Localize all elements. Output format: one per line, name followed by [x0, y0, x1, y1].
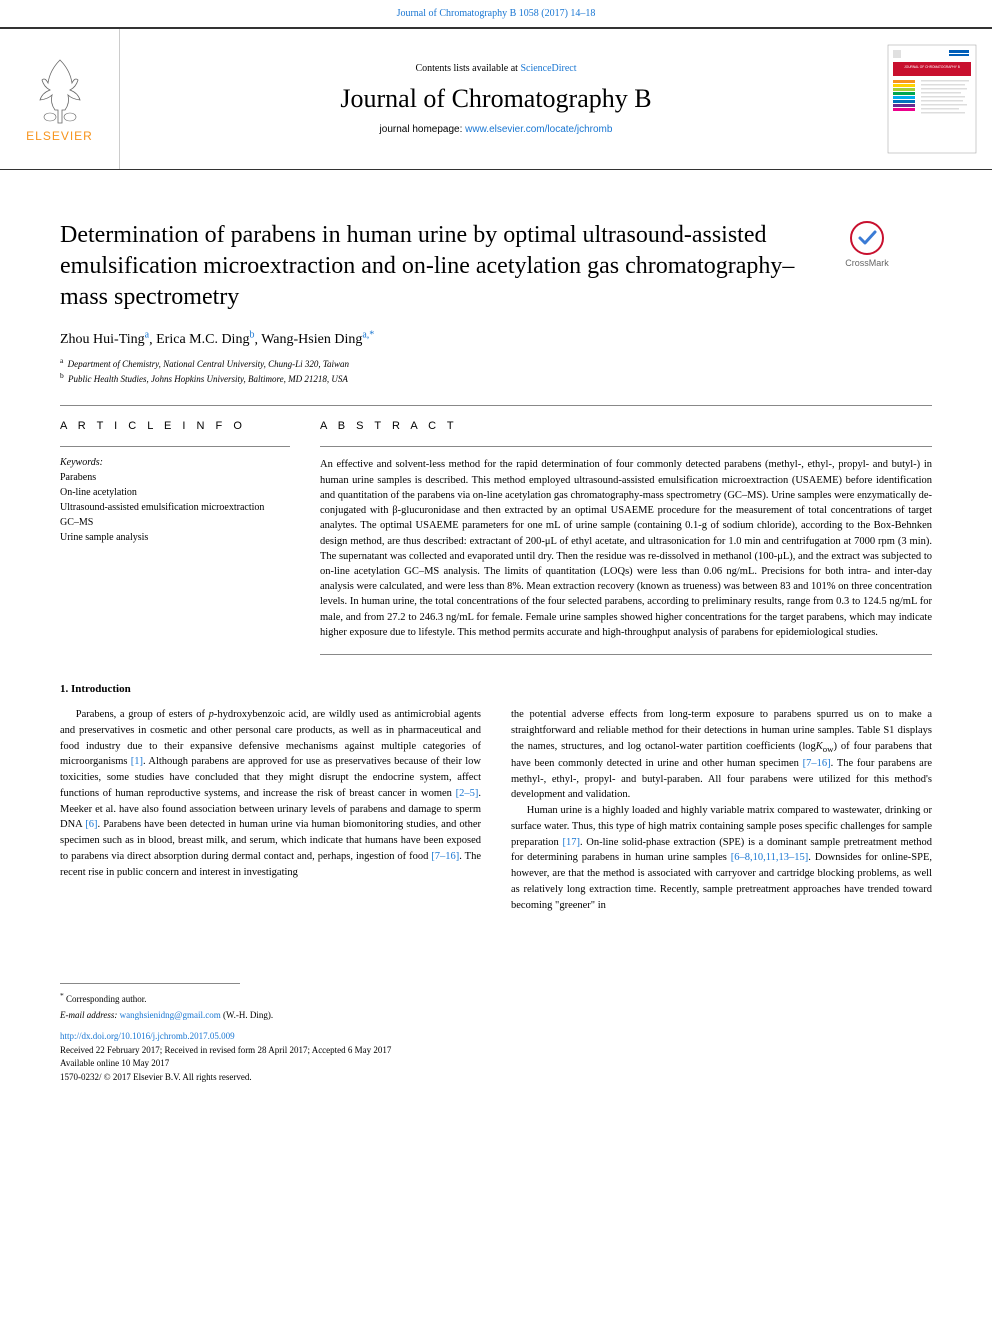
author-1-aff-link[interactable]: a [145, 330, 149, 341]
divider [320, 654, 932, 655]
divider [320, 446, 932, 447]
article-info: A R T I C L E I N F O Keywords: Parabens… [60, 420, 290, 655]
author-3-aff-link[interactable]: a,* [362, 330, 374, 341]
contents-prefix: Contents lists available at [415, 63, 520, 74]
copyright-line: 1570-0232/ © 2017 Elsevier B.V. All righ… [60, 1071, 932, 1085]
elsevier-text: ELSEVIER [26, 129, 93, 143]
crossmark-label: CrossMark [845, 258, 889, 268]
affiliation-b: b Public Health Studies, Johns Hopkins U… [60, 371, 932, 386]
affiliation-a: a Department of Chemistry, National Cent… [60, 356, 932, 371]
abstract: A B S T R A C T An effective and solvent… [320, 420, 932, 655]
elsevier-tree-icon [30, 55, 90, 125]
footer: * Corresponding author. E-mail address: … [0, 983, 992, 1114]
top-journal-link-anchor[interactable]: Journal of Chromatography B 1058 (2017) … [397, 8, 596, 19]
homepage-link[interactable]: www.elsevier.com/locate/jchromb [465, 124, 612, 135]
divider [60, 405, 932, 406]
ref-link-6[interactable]: [6] [85, 819, 97, 830]
received-line: Received 22 February 2017; Received in r… [60, 1044, 932, 1058]
divider [60, 446, 290, 447]
keyword-item: Parabens [60, 470, 290, 485]
author-2: Erica M.C. Dingb [156, 332, 254, 347]
keywords-list: ParabensOn-line acetylationUltrasound-as… [60, 470, 290, 545]
journal-info: Contents lists available at ScienceDirec… [120, 63, 872, 135]
homepage-line: journal homepage: www.elsevier.com/locat… [120, 124, 872, 135]
corresponding-email-link[interactable]: wanghsienidng@gmail.com [120, 1010, 221, 1020]
section-heading-introduction: 1. Introduction [60, 683, 932, 695]
article-info-label: A R T I C L E I N F O [60, 420, 290, 432]
homepage-prefix: journal homepage: [380, 124, 466, 135]
ref-link-2-5[interactable]: [2–5] [456, 788, 479, 799]
abstract-label: A B S T R A C T [320, 420, 932, 432]
ref-link-7-16[interactable]: [7–16] [431, 851, 459, 862]
keyword-item: On-line acetylation [60, 485, 290, 500]
article-title: Determination of parabens in human urine… [60, 220, 802, 314]
author-3: Wang-Hsien Dinga,* [261, 332, 374, 347]
author-2-aff-link[interactable]: b [249, 330, 254, 341]
journal-title: Journal of Chromatography B [120, 84, 872, 114]
ref-link-17[interactable]: [17] [563, 837, 581, 848]
cover-thumbnail-container: JOURNAL OF CHROMATOGRAPHY B [872, 44, 992, 154]
intro-para-1: Parabens, a group of esters of p-hydroxy… [60, 707, 481, 880]
author-1: Zhou Hui-Tinga [60, 332, 149, 347]
authors: Zhou Hui-Tinga, Erica M.C. Dingb, Wang-H… [60, 330, 932, 349]
journal-cover-icon: JOURNAL OF CHROMATOGRAPHY B [887, 44, 977, 154]
sciencedirect-link[interactable]: ScienceDirect [520, 63, 576, 74]
svg-text:JOURNAL OF CHROMATOGRAPHY B: JOURNAL OF CHROMATOGRAPHY B [904, 65, 960, 69]
intro-para-2: Human urine is a highly loaded and highl… [511, 803, 932, 913]
contents-line: Contents lists available at ScienceDirec… [120, 63, 872, 74]
doi-line: http://dx.doi.org/10.1016/j.jchromb.2017… [60, 1030, 932, 1044]
keyword-item: GC–MS [60, 515, 290, 530]
affiliations: a Department of Chemistry, National Cent… [60, 356, 932, 385]
abstract-text: An effective and solvent-less method for… [320, 457, 932, 640]
crossmark-icon [849, 220, 885, 256]
keyword-item: Ultrasound-assisted emulsification micro… [60, 500, 290, 515]
footer-divider [60, 983, 240, 984]
ref-link-6-8-etc[interactable]: [6–8,10,11,13–15] [731, 852, 808, 863]
header-band: ELSEVIER Contents lists available at Sci… [0, 27, 992, 170]
intro-para-1-cont: the potential adverse effects from long-… [511, 707, 932, 803]
available-line: Available online 10 May 2017 [60, 1057, 932, 1071]
top-journal-link: Journal of Chromatography B 1058 (2017) … [0, 0, 992, 27]
elsevier-logo: ELSEVIER [0, 29, 120, 169]
body-column-2: the potential adverse effects from long-… [511, 707, 932, 913]
ref-link-7-16-b[interactable]: [7–16] [803, 758, 831, 769]
crossmark-badge[interactable]: CrossMark [822, 220, 912, 314]
keyword-item: Urine sample analysis [60, 530, 290, 545]
email-line: E-mail address: wanghsienidng@gmail.com … [60, 1009, 932, 1023]
keywords-label: Keywords: [60, 457, 290, 468]
body-column-1: Parabens, a group of esters of p-hydroxy… [60, 707, 481, 913]
corresponding-author: * Corresponding author. [60, 990, 932, 1007]
doi-link[interactable]: http://dx.doi.org/10.1016/j.jchromb.2017… [60, 1031, 235, 1041]
ref-link-1[interactable]: [1] [131, 756, 143, 767]
